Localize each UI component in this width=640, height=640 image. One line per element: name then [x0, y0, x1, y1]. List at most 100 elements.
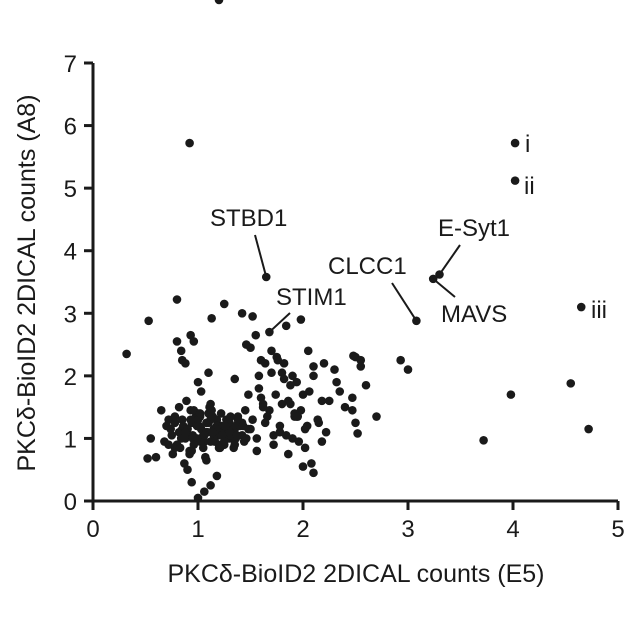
data-point — [511, 139, 520, 148]
data-point — [309, 362, 318, 371]
annotation-leader-line — [433, 279, 455, 297]
x-tick-label: 3 — [401, 516, 414, 543]
data-point — [204, 368, 213, 377]
data-point — [175, 403, 184, 412]
data-point — [217, 409, 226, 418]
data-point — [282, 322, 291, 331]
data-point — [566, 379, 575, 388]
data-point — [157, 406, 166, 415]
data-point — [318, 397, 327, 406]
y-tick-label: 6 — [64, 114, 77, 141]
data-point — [353, 429, 362, 438]
data-point — [164, 440, 173, 449]
data-point — [186, 331, 195, 340]
annotation-label: i — [525, 131, 530, 158]
data-point — [396, 356, 405, 365]
data-point — [479, 436, 488, 445]
y-tick-label: 4 — [64, 239, 77, 266]
data-point — [309, 469, 318, 478]
x-tick-label: 5 — [611, 516, 624, 543]
data-point — [351, 418, 360, 427]
data-point — [187, 478, 196, 487]
annotation-label: E-Syt1 — [438, 215, 510, 242]
x-tick-label: 2 — [296, 516, 309, 543]
y-tick-label: 2 — [64, 364, 77, 391]
annotation-label: iii — [591, 297, 607, 324]
data-point — [362, 381, 371, 390]
data-point — [181, 428, 190, 437]
y-axis-ticks: 01234567 — [64, 51, 93, 516]
data-point — [173, 337, 182, 346]
data-point — [195, 422, 204, 431]
data-point — [122, 350, 131, 359]
data-point — [341, 403, 350, 412]
x-tick-label: 0 — [86, 516, 99, 543]
annotation-leader-line — [440, 245, 461, 274]
data-point — [320, 359, 329, 368]
y-tick-label: 7 — [64, 51, 77, 78]
data-point — [205, 403, 214, 412]
y-tick-label: 0 — [64, 489, 77, 516]
data-point — [207, 314, 216, 323]
data-point — [238, 309, 247, 318]
data-point — [303, 422, 312, 431]
data-point — [194, 378, 203, 387]
data-point — [288, 372, 297, 381]
data-point — [278, 400, 287, 409]
data-point — [295, 437, 304, 446]
data-point — [182, 397, 191, 406]
data-point — [255, 372, 264, 381]
data-point — [230, 440, 239, 449]
data-point — [261, 418, 270, 427]
annotation-label: MAVS — [441, 301, 507, 328]
annotation-leader-line — [255, 235, 266, 277]
data-point — [200, 487, 209, 496]
data-point — [146, 434, 155, 443]
data-point — [293, 412, 302, 421]
data-point — [200, 431, 209, 440]
y-tick-label: 3 — [64, 301, 77, 328]
annotation-label: CLCC1 — [328, 253, 407, 280]
data-point — [221, 422, 230, 431]
data-point — [190, 440, 199, 449]
data-point — [297, 315, 306, 324]
data-point — [255, 384, 264, 393]
data-point — [284, 450, 293, 459]
data-point — [215, 444, 224, 453]
data-point — [304, 347, 313, 356]
data-point — [213, 472, 222, 481]
data-point — [152, 453, 161, 462]
data-point — [259, 403, 268, 412]
data-point — [194, 494, 203, 503]
data-point — [507, 390, 516, 399]
data-point — [196, 409, 205, 418]
data-point — [177, 347, 186, 356]
annotations: STBD1STIM1CLCC1E-Syt1MAVSiiiiii — [210, 131, 607, 332]
data-point — [206, 481, 215, 490]
data-point — [325, 397, 334, 406]
data-point — [248, 312, 257, 321]
data-point — [144, 316, 153, 325]
data-point — [318, 437, 327, 446]
data-point — [356, 362, 365, 371]
data-point — [252, 447, 261, 456]
data-point — [299, 462, 308, 471]
data-point — [197, 387, 206, 396]
annotation-label: STBD1 — [210, 205, 287, 232]
data-point — [330, 365, 339, 374]
data-point — [332, 378, 341, 387]
data-point — [171, 418, 180, 427]
y-axis-title: PKCδ-BioID2 2DICAL counts (A8) — [13, 94, 41, 471]
data-points — [122, 0, 593, 502]
data-point — [267, 347, 276, 356]
data-point — [220, 300, 229, 309]
data-point — [269, 431, 278, 440]
data-point — [286, 400, 295, 409]
y-tick-label: 1 — [64, 426, 77, 453]
data-point — [335, 387, 344, 396]
data-point — [185, 139, 194, 148]
data-point — [173, 295, 182, 304]
data-point — [511, 176, 520, 185]
data-point — [301, 444, 310, 453]
